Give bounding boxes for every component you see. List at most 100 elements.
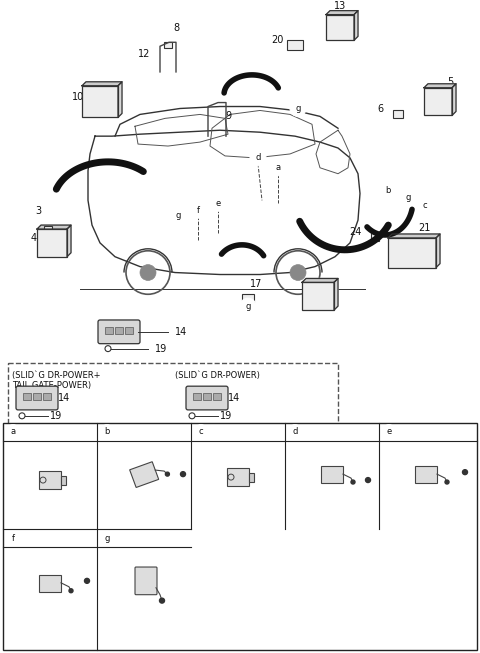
- Circle shape: [100, 424, 114, 439]
- Text: e: e: [386, 427, 392, 436]
- Circle shape: [290, 264, 306, 280]
- Circle shape: [6, 424, 20, 439]
- Polygon shape: [424, 84, 456, 88]
- Text: 5: 5: [447, 77, 453, 87]
- Circle shape: [463, 470, 468, 475]
- Bar: [33, 393, 41, 400]
- Text: 15: 15: [324, 281, 336, 291]
- Circle shape: [210, 195, 226, 212]
- Circle shape: [250, 150, 266, 166]
- Text: 20: 20: [271, 35, 283, 45]
- Circle shape: [166, 472, 169, 476]
- Polygon shape: [82, 82, 122, 86]
- Text: 14: 14: [228, 393, 240, 403]
- Text: e: e: [216, 199, 221, 208]
- Circle shape: [380, 183, 396, 199]
- FancyBboxPatch shape: [135, 567, 157, 595]
- Circle shape: [100, 532, 114, 545]
- Polygon shape: [67, 225, 71, 257]
- Text: 13: 13: [334, 1, 346, 10]
- Bar: [249, 473, 254, 482]
- Text: g: g: [295, 104, 300, 113]
- Text: 12: 12: [138, 49, 150, 59]
- Circle shape: [190, 202, 206, 218]
- Bar: [39, 575, 61, 592]
- Bar: [82, 86, 118, 118]
- Bar: [388, 238, 436, 268]
- Text: 21: 21: [418, 223, 430, 233]
- Text: d: d: [292, 427, 298, 436]
- Text: f: f: [12, 534, 14, 543]
- Polygon shape: [37, 225, 71, 229]
- Text: g: g: [175, 211, 180, 219]
- FancyBboxPatch shape: [98, 320, 140, 343]
- Polygon shape: [302, 278, 338, 282]
- Text: f: f: [196, 206, 200, 215]
- Bar: [3, 422, 477, 650]
- Circle shape: [382, 424, 396, 439]
- Text: 19: 19: [220, 411, 232, 421]
- Text: 17: 17: [250, 279, 262, 289]
- Text: 1: 1: [216, 426, 223, 437]
- Text: 19: 19: [155, 343, 167, 354]
- Circle shape: [290, 101, 306, 116]
- Text: b: b: [104, 427, 110, 436]
- Polygon shape: [118, 82, 122, 118]
- Circle shape: [365, 477, 371, 483]
- Circle shape: [445, 480, 449, 484]
- Text: 6: 6: [377, 104, 383, 114]
- Text: 7: 7: [86, 566, 92, 575]
- Text: g: g: [104, 534, 110, 543]
- Text: 3: 3: [35, 206, 41, 216]
- Polygon shape: [436, 234, 440, 268]
- Text: 4: 4: [31, 233, 37, 243]
- Circle shape: [140, 264, 156, 280]
- Text: 2: 2: [28, 426, 35, 437]
- Circle shape: [270, 160, 286, 176]
- Text: a: a: [276, 163, 281, 172]
- Text: c: c: [199, 427, 204, 436]
- Circle shape: [180, 471, 185, 477]
- Text: a: a: [11, 427, 15, 436]
- Text: 16: 16: [305, 462, 316, 471]
- Text: 10: 10: [72, 91, 84, 102]
- Polygon shape: [354, 10, 358, 40]
- Text: d: d: [255, 153, 261, 163]
- Bar: [242, 295, 254, 304]
- Text: g: g: [245, 302, 251, 311]
- Text: TAIL GATE-POWER): TAIL GATE-POWER): [12, 381, 91, 390]
- FancyBboxPatch shape: [16, 386, 58, 410]
- Bar: [43, 393, 51, 400]
- Bar: [23, 393, 31, 400]
- Text: 23: 23: [182, 458, 193, 467]
- Text: c: c: [423, 201, 427, 210]
- Text: 25: 25: [400, 468, 411, 477]
- Bar: [61, 476, 66, 485]
- Bar: [424, 88, 452, 116]
- Text: 19: 19: [50, 411, 62, 421]
- Text: 11: 11: [158, 556, 169, 565]
- Bar: [37, 229, 67, 257]
- Text: 22: 22: [118, 473, 129, 482]
- Circle shape: [417, 197, 433, 214]
- Bar: [321, 466, 343, 483]
- Text: 14: 14: [175, 327, 187, 337]
- Bar: [415, 466, 437, 483]
- Text: 7: 7: [464, 456, 470, 465]
- Polygon shape: [452, 84, 456, 116]
- Bar: [125, 327, 133, 334]
- Bar: [39, 471, 61, 489]
- Circle shape: [159, 598, 165, 603]
- Text: 26: 26: [22, 579, 34, 587]
- Circle shape: [194, 424, 208, 439]
- FancyBboxPatch shape: [186, 386, 228, 410]
- Bar: [371, 233, 379, 241]
- Text: 24: 24: [349, 227, 361, 237]
- Bar: [287, 40, 303, 50]
- Bar: [203, 393, 211, 400]
- Circle shape: [170, 207, 186, 223]
- Bar: [393, 110, 403, 118]
- Circle shape: [351, 480, 355, 484]
- Bar: [164, 42, 172, 48]
- Bar: [105, 327, 113, 334]
